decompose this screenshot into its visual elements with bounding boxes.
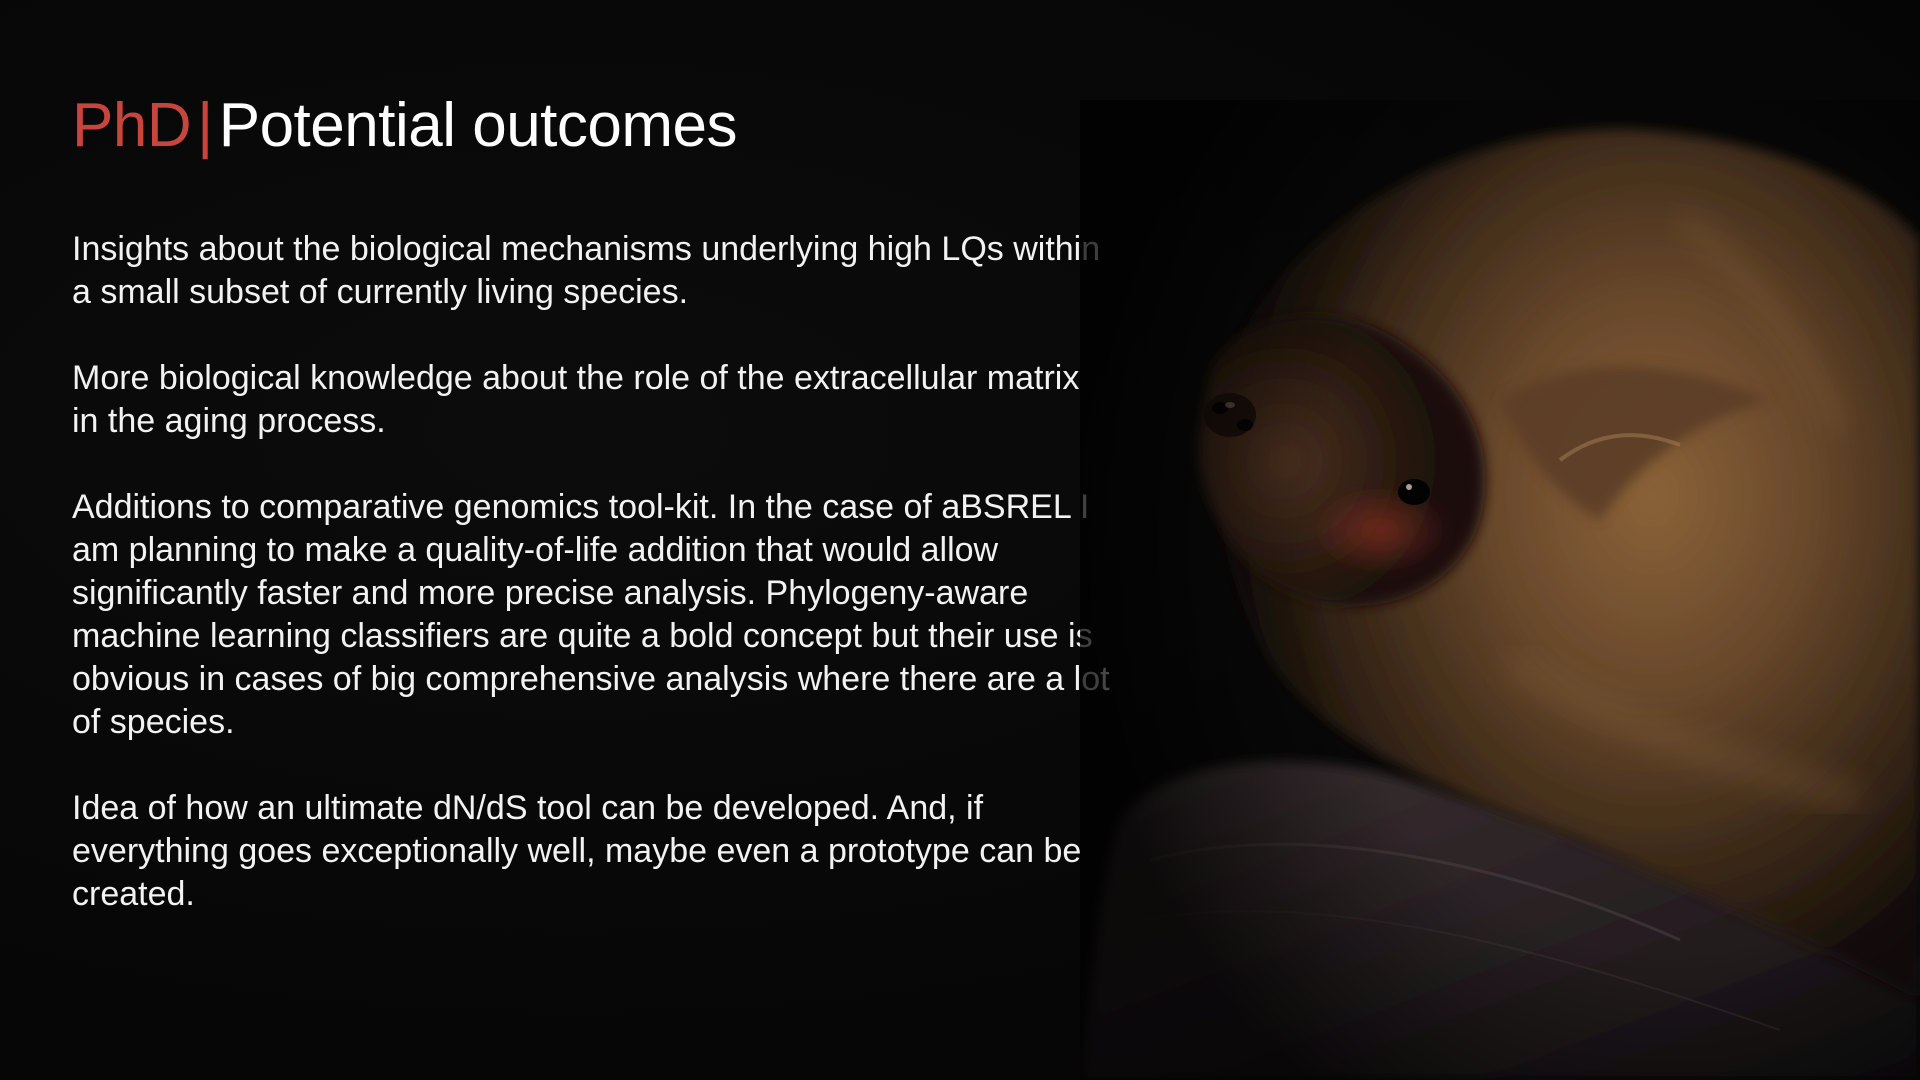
outcome-paragraph-4: Idea of how an ultimate dN/dS tool can b… <box>72 789 1082 913</box>
outcome-paragraph-3: Additions to comparative genomics tool-k… <box>72 488 1110 741</box>
outcome-paragraph-2: More biological knowledge about the role… <box>72 359 1080 440</box>
bat-photo <box>1080 100 1920 1080</box>
title-separator: | <box>197 91 213 160</box>
slide-body: Insights about the biological mechanisms… <box>72 228 1112 959</box>
title-main: Potential outcomes <box>218 91 738 160</box>
outcome-paragraph-1: Insights about the biological mechanisms… <box>72 230 1101 311</box>
title-accent: PhD <box>72 91 192 160</box>
slide-title: PhD|Potential outcomes <box>72 91 738 160</box>
